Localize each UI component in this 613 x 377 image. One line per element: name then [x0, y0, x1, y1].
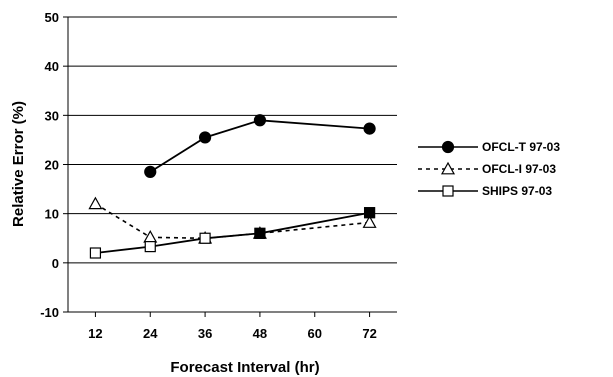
y-tick-label: 0: [52, 256, 59, 271]
series-2-point-filled: [254, 227, 266, 239]
x-tick-label: 24: [143, 326, 158, 341]
tick-labels: -10 0 10 20 30 40 50 12 24 36 48 60 72: [40, 10, 377, 341]
y-tick-label: 40: [45, 59, 59, 74]
y-tick-label: 50: [45, 10, 59, 25]
y-tick-label: -10: [40, 305, 59, 320]
series-layer: [88, 114, 377, 259]
legend-marker: [442, 185, 454, 197]
series-0-point: [363, 122, 376, 135]
series-0-point: [198, 131, 212, 144]
series-line-1: [94, 203, 370, 240]
series-line-0: [149, 119, 370, 173]
series-2-point-filled: [364, 207, 376, 219]
series-0-point: [144, 165, 157, 178]
y-tick-label: 10: [45, 207, 59, 222]
x-tick-label: 48: [253, 326, 267, 341]
gridlines: [68, 16, 397, 264]
series-2-point: [144, 241, 156, 253]
y-axis-title: Relative Error (%): [10, 101, 27, 227]
x-tick-label: 60: [308, 326, 322, 341]
legend-marker: [440, 161, 456, 175]
y-tick-label: 20: [45, 158, 59, 173]
axes: [63, 16, 397, 317]
series-0-point: [253, 114, 267, 127]
plot-area: [63, 16, 397, 317]
y-tick-label: 30: [45, 108, 59, 123]
legend-marker: [441, 140, 455, 154]
series-2-point: [199, 232, 211, 244]
x-tick-label: 72: [362, 326, 376, 341]
series-1-point: [88, 196, 103, 210]
series-2-point: [89, 247, 102, 259]
series-line-2: [95, 211, 370, 254]
legend-label: OFCL-I 97-03: [482, 162, 556, 176]
series-1-point: [362, 215, 377, 228]
series-1-point: [143, 230, 158, 243]
legend: OFCL-T 97-03 OFCL-I 97-03 SHIPS 97-03: [413, 135, 607, 215]
x-tick-label: 12: [88, 326, 102, 341]
x-axis-title: Forecast Interval (hr): [170, 359, 319, 376]
legend-label: SHIPS 97-03: [482, 184, 552, 198]
legend-label: OFCL-T 97-03: [482, 140, 560, 154]
x-tick-label: 36: [198, 326, 212, 341]
